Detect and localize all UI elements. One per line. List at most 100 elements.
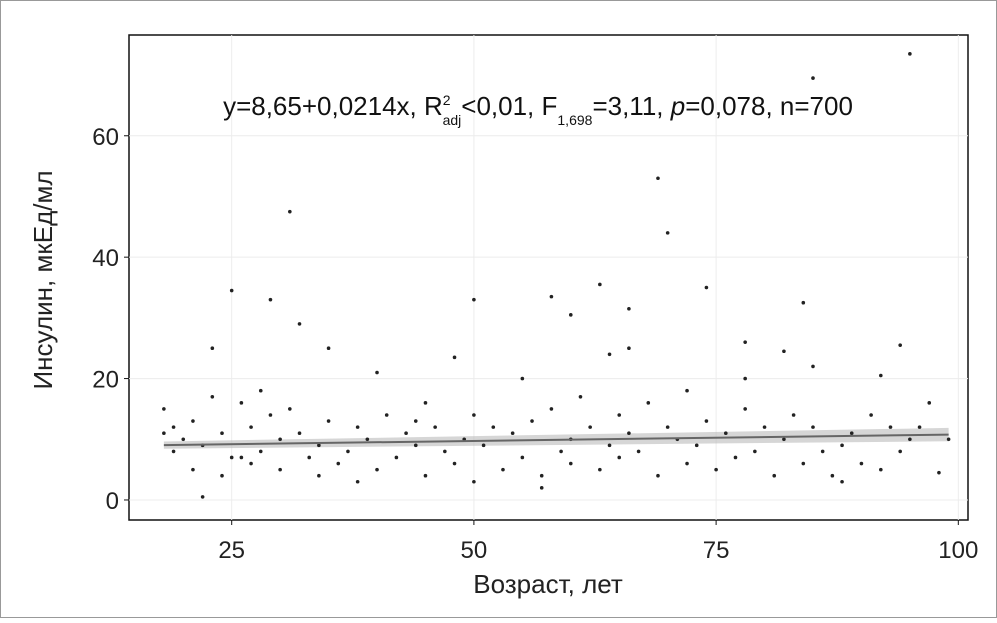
- point: [317, 443, 321, 448]
- point: [607, 443, 612, 448]
- point: [317, 473, 321, 478]
- point: [365, 437, 370, 442]
- point: [733, 455, 738, 460]
- point: [297, 431, 302, 435]
- point: [849, 431, 854, 435]
- point: [171, 425, 176, 429]
- point: [181, 437, 186, 442]
- point: [491, 425, 496, 429]
- annotation-sub: adj: [443, 112, 462, 128]
- point: [268, 413, 273, 417]
- point: [801, 461, 806, 466]
- point: [520, 455, 525, 460]
- point: [772, 473, 777, 478]
- point: [840, 479, 844, 484]
- point: [607, 352, 612, 357]
- point: [239, 455, 244, 460]
- point: [355, 425, 360, 429]
- point: [762, 425, 767, 429]
- point: [665, 425, 670, 429]
- point: [782, 437, 786, 442]
- point: [578, 394, 583, 399]
- point: [627, 346, 631, 351]
- point: [539, 486, 544, 490]
- point: [927, 401, 932, 405]
- point: [723, 431, 728, 435]
- point: [568, 313, 573, 317]
- point: [433, 425, 437, 429]
- point: [617, 413, 622, 417]
- point: [346, 449, 350, 454]
- point: [549, 294, 554, 299]
- point: [452, 461, 457, 466]
- point: [753, 449, 757, 454]
- x-axis-title: Возраст, лет: [473, 569, 623, 599]
- point: [791, 413, 796, 417]
- point: [598, 282, 602, 287]
- point: [568, 461, 573, 466]
- x-tick-label: 50: [461, 537, 488, 564]
- point: [472, 297, 476, 302]
- point: [811, 364, 815, 369]
- point: [375, 370, 379, 375]
- point: [384, 413, 389, 417]
- point: [539, 473, 544, 478]
- annotation-part: =0,078, n=700: [685, 91, 853, 121]
- point: [278, 437, 282, 442]
- y-tick-label: 60: [92, 124, 119, 151]
- point: [782, 349, 786, 354]
- point: [326, 346, 331, 351]
- point: [220, 473, 224, 478]
- point: [559, 449, 563, 454]
- point: [840, 443, 844, 448]
- point: [413, 419, 418, 423]
- point: [413, 443, 418, 448]
- point: [646, 401, 651, 405]
- point: [452, 355, 457, 360]
- point: [249, 425, 253, 429]
- point: [510, 431, 515, 435]
- y-tick-label: 40: [92, 245, 119, 272]
- point: [229, 455, 234, 460]
- point: [404, 431, 408, 435]
- point: [171, 449, 176, 454]
- point: [258, 449, 263, 454]
- point: [694, 443, 699, 448]
- point: [472, 479, 476, 484]
- point: [879, 467, 883, 472]
- point: [656, 176, 660, 181]
- regression-line: [163, 433, 949, 447]
- y-axis-title: Инсулин, мкЕд/мл: [28, 170, 58, 389]
- point: [627, 306, 631, 311]
- point: [191, 419, 195, 423]
- point: [394, 455, 399, 460]
- point: [278, 467, 282, 472]
- point: [191, 467, 195, 472]
- point: [501, 467, 505, 472]
- point: [162, 407, 166, 411]
- x-tick-label: 75: [703, 537, 730, 564]
- point: [249, 461, 253, 466]
- point: [801, 300, 806, 305]
- point: [423, 401, 428, 405]
- point: [743, 407, 747, 411]
- point: [617, 455, 622, 460]
- point: [704, 285, 709, 290]
- point: [820, 449, 825, 454]
- point: [307, 455, 312, 460]
- point: [898, 449, 902, 454]
- point: [375, 467, 379, 472]
- point: [743, 340, 747, 344]
- point: [859, 461, 864, 466]
- point: [888, 425, 893, 429]
- point: [326, 419, 331, 423]
- point: [898, 343, 902, 347]
- point: [598, 467, 602, 472]
- point: [239, 401, 244, 405]
- point: [530, 419, 534, 423]
- annotation-sub: 1,698: [557, 112, 592, 128]
- point: [162, 431, 166, 435]
- point: [811, 76, 815, 80]
- point: [520, 376, 525, 381]
